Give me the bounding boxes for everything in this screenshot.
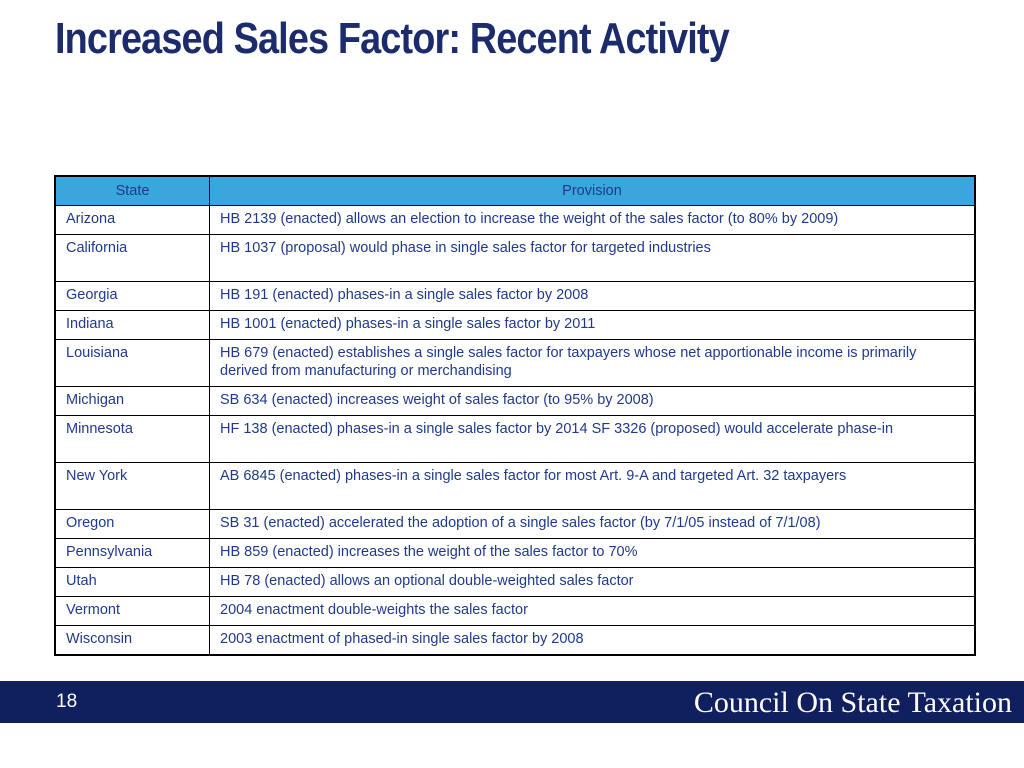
table-row: New York AB 6845 (enacted) phases-in a s… bbox=[54, 462, 976, 510]
provision-cell: HF 138 (enacted) phases-in a single sale… bbox=[209, 415, 976, 463]
footer-bar: 18 Council On State Taxation bbox=[0, 681, 1024, 723]
table-row: Michigan SB 634 (enacted) increases weig… bbox=[54, 386, 976, 416]
table-row: Oregon SB 31 (enacted) accelerated the a… bbox=[54, 509, 976, 539]
provision-cell: HB 78 (enacted) allows an optional doubl… bbox=[209, 567, 976, 597]
page-number: 18 bbox=[56, 691, 78, 712]
state-cell: California bbox=[54, 234, 210, 282]
table-row: Georgia HB 191 (enacted) phases-in a sin… bbox=[54, 281, 976, 311]
state-cell: Michigan bbox=[54, 386, 210, 416]
state-cell: Pennsylvania bbox=[54, 538, 210, 568]
table-row: Pennsylvania HB 859 (enacted) increases … bbox=[54, 538, 976, 568]
state-cell: Oregon bbox=[54, 509, 210, 539]
state-cell: Louisiana bbox=[54, 339, 210, 387]
state-cell: Indiana bbox=[54, 310, 210, 340]
table-row: Louisiana HB 679 (enacted) establishes a… bbox=[54, 339, 976, 387]
provision-cell: SB 31 (enacted) accelerated the adoption… bbox=[209, 509, 976, 539]
column-header-state: State bbox=[54, 175, 210, 206]
state-cell: Vermont bbox=[54, 596, 210, 626]
state-cell: Utah bbox=[54, 567, 210, 597]
table-row: California HB 1037 (proposal) would phas… bbox=[54, 234, 976, 282]
table-row: Indiana HB 1001 (enacted) phases-in a si… bbox=[54, 310, 976, 340]
table-row: Arizona HB 2139 (enacted) allows an elec… bbox=[54, 205, 976, 235]
table-row: Wisconsin 2003 enactment of phased-in si… bbox=[54, 625, 976, 656]
column-header-provision: Provision bbox=[209, 175, 976, 206]
state-cell: Arizona bbox=[54, 205, 210, 235]
state-cell: Minnesota bbox=[54, 415, 210, 463]
provision-cell: 2004 enactment double-weights the sales … bbox=[209, 596, 976, 626]
provision-cell: HB 1001 (enacted) phases-in a single sal… bbox=[209, 310, 976, 340]
provision-cell: AB 6845 (enacted) phases-in a single sal… bbox=[209, 462, 976, 510]
table-header-row: State Provision bbox=[54, 175, 976, 206]
organization-name: Council On State Taxation bbox=[693, 686, 1012, 719]
table-row: Vermont 2004 enactment double-weights th… bbox=[54, 596, 976, 626]
state-cell: New York bbox=[54, 462, 210, 510]
provision-cell: SB 634 (enacted) increases weight of sal… bbox=[209, 386, 976, 416]
provision-cell: HB 1037 (proposal) would phase in single… bbox=[209, 234, 976, 282]
provision-cell: HB 2139 (enacted) allows an election to … bbox=[209, 205, 976, 235]
provision-cell: HB 191 (enacted) phases-in a single sale… bbox=[209, 281, 976, 311]
provision-cell: 2003 enactment of phased-in single sales… bbox=[209, 625, 976, 656]
table-row: Utah HB 78 (enacted) allows an optional … bbox=[54, 567, 976, 597]
state-cell: Georgia bbox=[54, 281, 210, 311]
state-cell: Wisconsin bbox=[54, 625, 210, 656]
provisions-table: State Provision Arizona HB 2139 (enacted… bbox=[54, 175, 976, 656]
provision-cell: HB 679 (enacted) establishes a single sa… bbox=[209, 339, 976, 387]
slide-title: Increased Sales Factor: Recent Activity bbox=[55, 14, 730, 63]
table-row: Minnesota HF 138 (enacted) phases-in a s… bbox=[54, 415, 976, 463]
provision-cell: HB 859 (enacted) increases the weight of… bbox=[209, 538, 976, 568]
